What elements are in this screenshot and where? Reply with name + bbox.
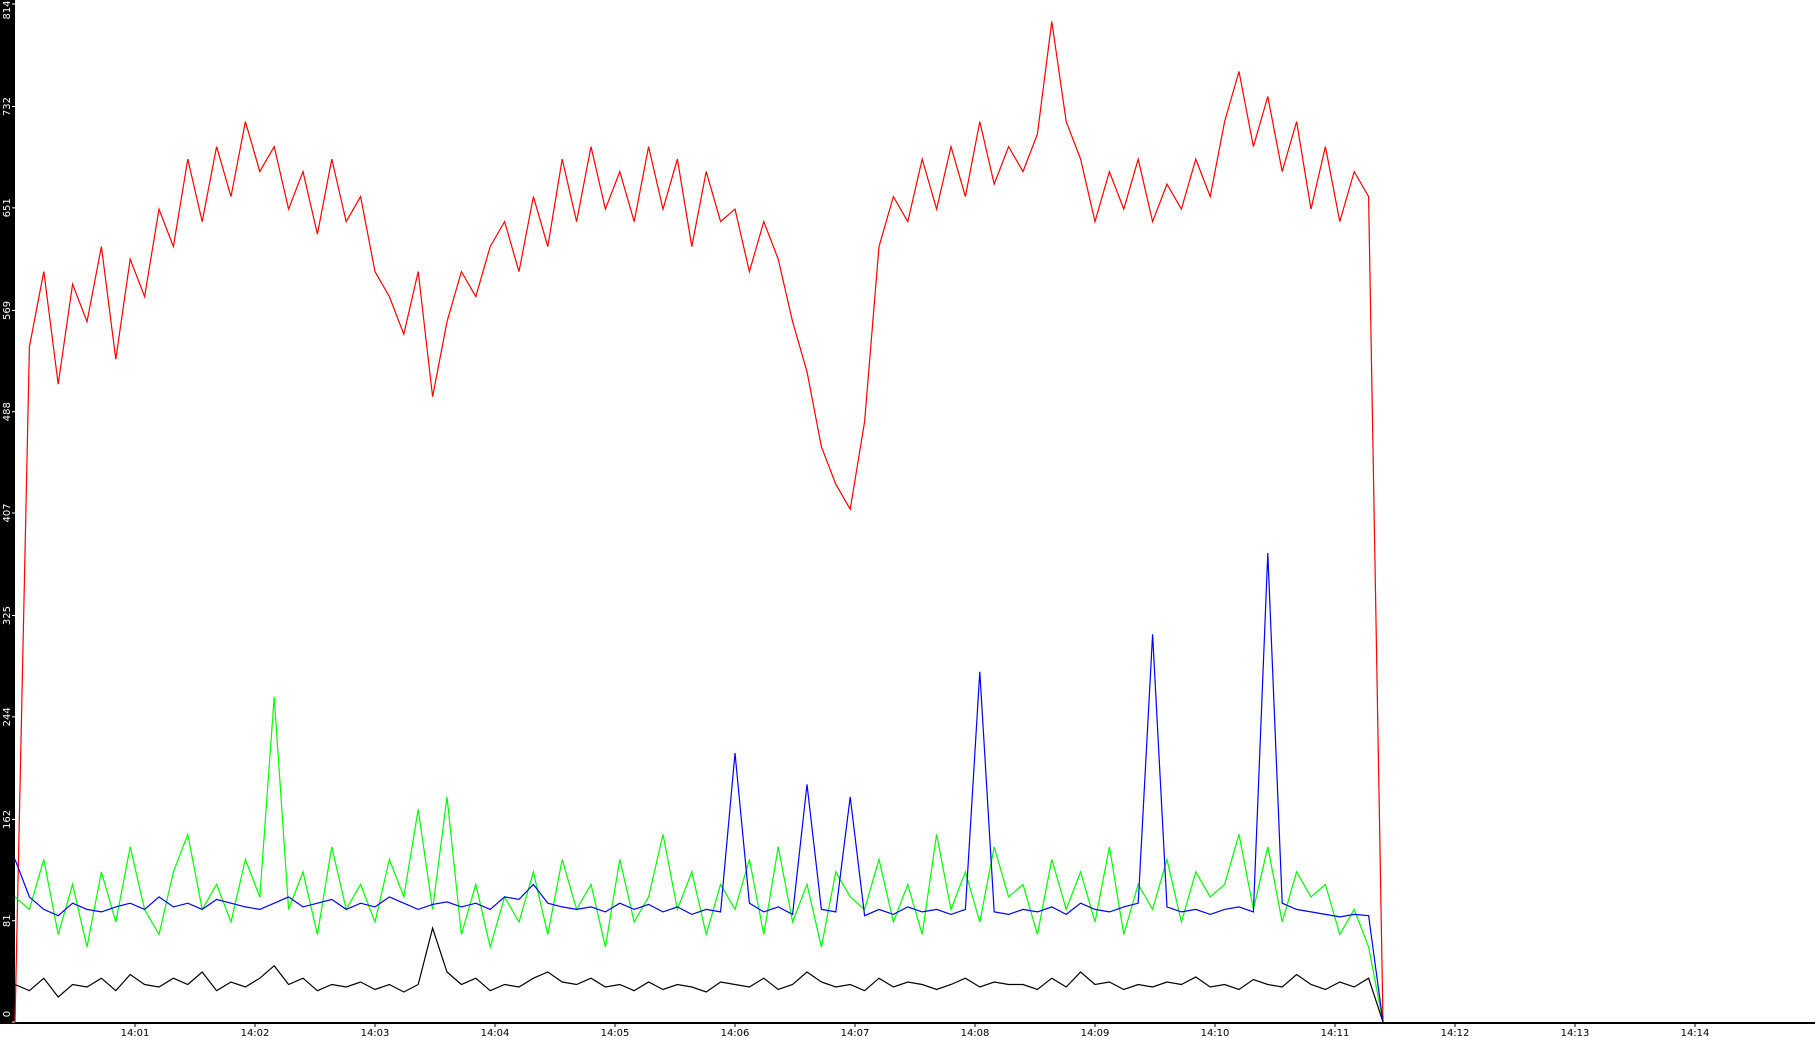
y-tick-label: 407 bbox=[2, 503, 13, 522]
series-line bbox=[14, 696, 1384, 1023]
x-tick-label: 14:10 bbox=[1201, 1028, 1230, 1039]
x-tick-label: 14:13 bbox=[1561, 1028, 1590, 1039]
y-tick-label: 814 bbox=[2, 0, 13, 19]
x-tick-label: 14:09 bbox=[1081, 1028, 1110, 1039]
x-tick-label: 14:02 bbox=[241, 1028, 270, 1039]
y-tick-label: 0 bbox=[2, 1011, 13, 1017]
y-tick-label: 569 bbox=[2, 301, 13, 320]
x-tick-label: 14:04 bbox=[481, 1028, 510, 1039]
series-line bbox=[14, 926, 1384, 1023]
y-tick-label: 488 bbox=[2, 402, 13, 421]
x-tick-label: 14:01 bbox=[121, 1028, 150, 1039]
x-tick-label: 14:12 bbox=[1441, 1028, 1470, 1039]
x-tick-label: 14:11 bbox=[1321, 1028, 1350, 1039]
series-line bbox=[14, 552, 1384, 1023]
x-tick-label: 14:05 bbox=[601, 1028, 630, 1039]
y-axis-strip bbox=[0, 0, 15, 1024]
x-tick-label: 14:06 bbox=[721, 1028, 750, 1039]
series-line bbox=[14, 21, 1384, 1023]
y-tick-label: 162 bbox=[2, 810, 13, 829]
y-tick-label: 81 bbox=[2, 914, 13, 927]
x-tick-label: 14:07 bbox=[841, 1028, 870, 1039]
y-tick-label: 732 bbox=[2, 97, 13, 116]
x-tick-label: 14:14 bbox=[1681, 1028, 1710, 1039]
y-tick-label: 244 bbox=[2, 707, 13, 726]
x-tick-label: 14:08 bbox=[961, 1028, 990, 1039]
x-tick-label: 14:03 bbox=[361, 1028, 390, 1039]
y-tick-label: 651 bbox=[2, 198, 13, 217]
y-tick-label: 325 bbox=[2, 606, 13, 625]
